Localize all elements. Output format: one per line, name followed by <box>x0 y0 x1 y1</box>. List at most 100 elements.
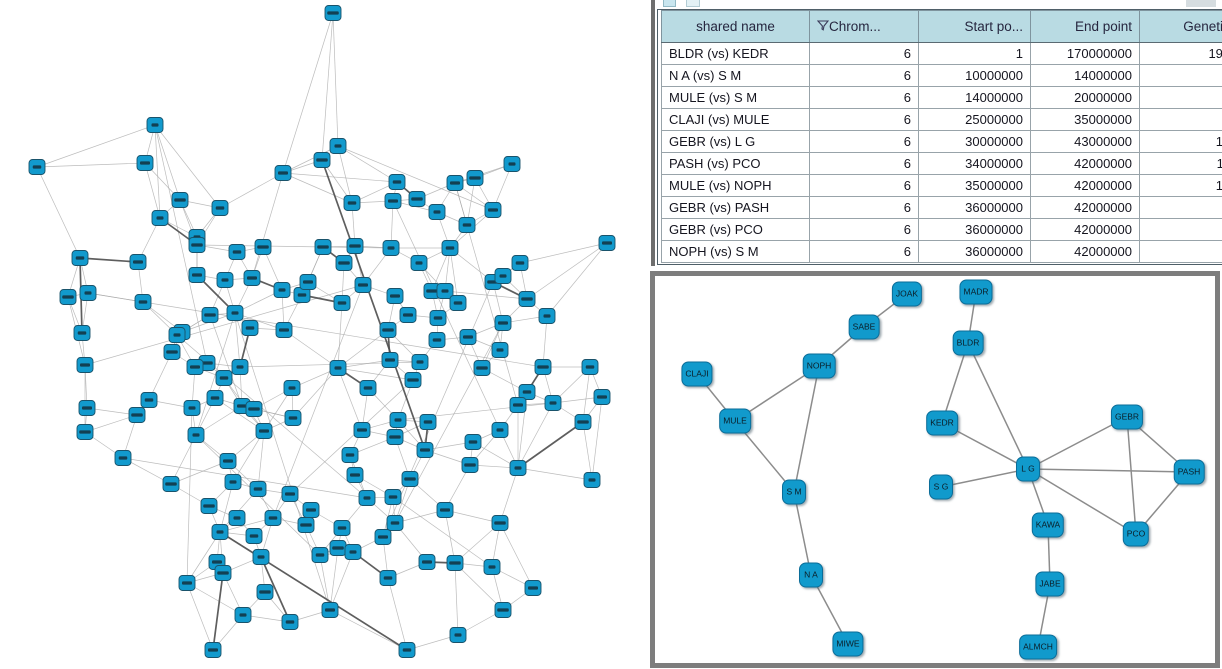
table-cell[interactable]: 36000000 <box>918 196 1031 219</box>
overview-node[interactable] <box>329 540 347 556</box>
overview-node[interactable] <box>28 159 46 175</box>
overview-node[interactable] <box>186 359 204 375</box>
node-LG[interactable]: L G <box>1016 456 1040 482</box>
overview-node[interactable] <box>211 524 229 540</box>
overview-node[interactable] <box>324 5 342 21</box>
node-MADR[interactable]: MADR <box>959 279 993 305</box>
overview-node[interactable] <box>129 254 147 270</box>
overview-node[interactable] <box>384 489 402 505</box>
overview-node[interactable] <box>114 450 132 466</box>
overview-node[interactable] <box>423 283 441 299</box>
subnetwork-canvas[interactable] <box>655 276 1215 663</box>
table-cell[interactable]: 34000000 <box>918 152 1031 175</box>
overview-node[interactable] <box>333 295 351 311</box>
overview-node[interactable] <box>428 204 446 220</box>
overview-node[interactable] <box>343 195 361 211</box>
overview-node[interactable] <box>228 510 246 526</box>
overview-node[interactable] <box>214 565 232 581</box>
overview-node[interactable] <box>386 515 404 531</box>
overview-node[interactable] <box>335 255 353 271</box>
overview-node[interactable] <box>518 384 536 400</box>
overview-node[interactable] <box>283 380 301 396</box>
overview-node[interactable] <box>416 442 434 458</box>
overview-node[interactable] <box>381 352 399 368</box>
table-cell[interactable]: 30000000 <box>918 130 1031 153</box>
node-MULE[interactable]: MULE <box>719 408 751 434</box>
overview-node[interactable] <box>59 289 77 305</box>
overview-node[interactable] <box>483 559 501 575</box>
overview-node[interactable] <box>401 471 419 487</box>
column-header-genetic-[interactable]: Genetic... <box>1139 10 1222 43</box>
overview-node[interactable] <box>281 486 299 502</box>
table-cell[interactable]: 6 <box>809 240 919 263</box>
overview-node[interactable] <box>136 155 154 171</box>
table-cell[interactable]: 6 <box>809 196 919 219</box>
overview-node[interactable] <box>219 453 237 469</box>
node-BLDR[interactable]: BLDR <box>952 330 984 356</box>
overview-node[interactable] <box>188 267 206 283</box>
overview-node[interactable] <box>458 217 476 233</box>
node-NOPH[interactable]: NOPH <box>802 353 836 379</box>
node-PCO[interactable]: PCO <box>1122 521 1150 547</box>
overview-node[interactable] <box>256 584 274 600</box>
table-cell[interactable]: N A (vs) S M <box>661 64 810 87</box>
node-JABE[interactable]: JABE <box>1035 571 1065 597</box>
overview-node[interactable] <box>216 272 234 288</box>
overview-node[interactable] <box>418 554 436 570</box>
overview-node[interactable] <box>274 165 292 181</box>
overview-node[interactable] <box>446 175 464 191</box>
overview-node[interactable] <box>491 422 509 438</box>
overview-node[interactable] <box>374 529 392 545</box>
overview-node[interactable] <box>78 400 96 416</box>
table-cell[interactable]: 6 <box>809 152 919 175</box>
table-cell[interactable]: 6 <box>809 108 919 131</box>
overview-node[interactable] <box>146 117 164 133</box>
overview-node[interactable] <box>346 238 364 254</box>
overview-node[interactable] <box>436 283 454 299</box>
overview-node[interactable] <box>241 320 259 336</box>
table-cell[interactable]: 170000000 <box>1030 42 1140 65</box>
table-cell[interactable]: 10.5 <box>1139 174 1222 197</box>
subnetwork-edge-GEBR-PCO[interactable] <box>1126 416 1137 535</box>
column-header-shared-name[interactable]: shared name <box>661 10 810 43</box>
overview-node[interactable] <box>200 498 218 514</box>
overview-node[interactable] <box>429 310 447 326</box>
column-header-chrom-[interactable]: Chrom... <box>809 10 919 43</box>
overview-node[interactable] <box>491 342 509 358</box>
table-cell[interactable]: 35000000 <box>918 174 1031 197</box>
overview-node[interactable] <box>183 400 201 416</box>
node-PASH[interactable]: PASH <box>1173 459 1205 485</box>
overview-node[interactable] <box>314 239 332 255</box>
table-row[interactable]: GEBR (vs) PASH636000000420000008.9 <box>661 196 1222 219</box>
table-cell[interactable]: PASH (vs) PCO <box>661 152 810 175</box>
overview-node[interactable] <box>329 360 347 376</box>
table-cell[interactable]: 42000000 <box>1030 152 1140 175</box>
table-cell[interactable]: MULE (vs) NOPH <box>661 174 810 197</box>
table-cell[interactable]: 9.9 <box>1139 240 1222 263</box>
overview-node[interactable] <box>511 255 529 271</box>
subnetwork-edge-LG-PASH[interactable] <box>1027 468 1190 473</box>
table-cell[interactable]: 5.9 <box>1139 108 1222 131</box>
table-cell[interactable]: 1 <box>918 42 1031 65</box>
overview-node[interactable] <box>386 429 404 445</box>
table-cell[interactable]: 42000000 <box>1030 218 1140 241</box>
node-SG[interactable]: S G <box>929 474 953 500</box>
overview-node[interactable] <box>128 407 146 423</box>
overview-node[interactable] <box>404 372 422 388</box>
overview-node[interactable] <box>491 515 509 531</box>
table-cell[interactable]: NOPH (vs) S M <box>661 240 810 263</box>
overview-node[interactable] <box>333 520 351 536</box>
overview-node[interactable] <box>151 210 169 226</box>
overview-node[interactable] <box>71 250 89 266</box>
table-row[interactable]: N A (vs) S M610000000140000006.6 <box>661 64 1222 87</box>
overview-node[interactable] <box>449 295 467 311</box>
table-cell[interactable]: 6 <box>809 218 919 241</box>
overview-node[interactable] <box>583 472 601 488</box>
table-cell[interactable]: 192.0 <box>1139 42 1222 65</box>
overview-node[interactable] <box>593 389 611 405</box>
overview-node[interactable] <box>494 268 512 284</box>
table-cell[interactable]: 36000000 <box>918 218 1031 241</box>
overview-node[interactable] <box>461 457 479 473</box>
overview-node[interactable] <box>494 315 512 331</box>
overview-node[interactable] <box>598 235 616 251</box>
